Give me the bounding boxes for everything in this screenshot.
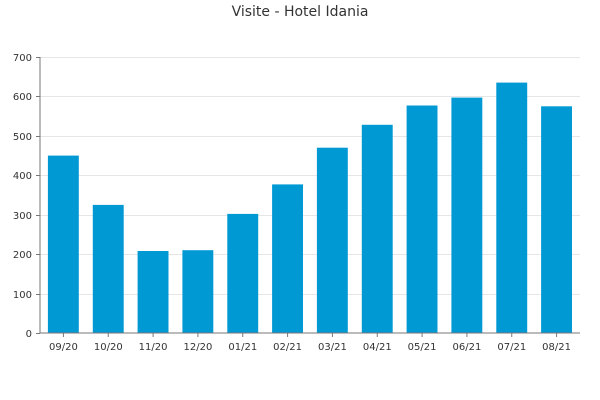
x-tick-label: 11/20 <box>139 342 168 353</box>
bar-08-21[interactable] <box>541 106 572 333</box>
x-tick-labels: 09/20 10/20 11/20 12/20 01/21 02/21 03/21 04/21… <box>49 333 571 353</box>
bar-11-20[interactable] <box>137 251 169 333</box>
x-tick-label: 08/21 <box>542 342 571 353</box>
x-tick-label: 03/21 <box>318 342 347 353</box>
bar-02-21[interactable] <box>272 184 303 333</box>
x-tick-label: 05/21 <box>408 342 437 353</box>
y-tick-labels: 0 100 200 300 400 500 600 700 <box>13 53 40 340</box>
y-tick-label: 0 <box>26 329 32 340</box>
bar-05-21[interactable] <box>406 105 438 334</box>
axes <box>39 57 580 334</box>
y-tick-label: 600 <box>13 92 32 103</box>
y-tick-label: 100 <box>13 290 32 301</box>
x-tick-label: 10/20 <box>94 342 123 353</box>
x-tick-label: 09/20 <box>49 342 78 353</box>
bar-07-21[interactable] <box>496 82 528 333</box>
x-tick-label: 12/20 <box>183 342 212 353</box>
gridlines <box>40 57 580 295</box>
y-tick-label: 200 <box>13 250 32 261</box>
y-tick-label: 500 <box>13 132 32 143</box>
bar-12-20[interactable] <box>182 250 214 333</box>
bar-01-21[interactable] <box>227 213 259 333</box>
bar-06-21[interactable] <box>451 97 483 333</box>
bar-03-21[interactable] <box>316 147 348 333</box>
x-tick-label: 06/21 <box>452 342 481 353</box>
bar-09-20[interactable] <box>47 155 79 333</box>
bar-10-20[interactable] <box>92 204 124 333</box>
bar-04-21[interactable] <box>361 124 393 333</box>
x-tick-label: 04/21 <box>363 342 392 353</box>
y-tick-label: 700 <box>13 53 32 64</box>
y-tick-label: 300 <box>13 211 32 222</box>
y-tick-label: 400 <box>13 171 32 182</box>
bars <box>47 82 572 334</box>
x-tick-label: 07/21 <box>497 342 526 353</box>
chart-title: Visite - Hotel Idania <box>232 4 369 20</box>
x-tick-label: 01/21 <box>228 342 257 353</box>
x-tick-label: 02/21 <box>273 342 302 353</box>
